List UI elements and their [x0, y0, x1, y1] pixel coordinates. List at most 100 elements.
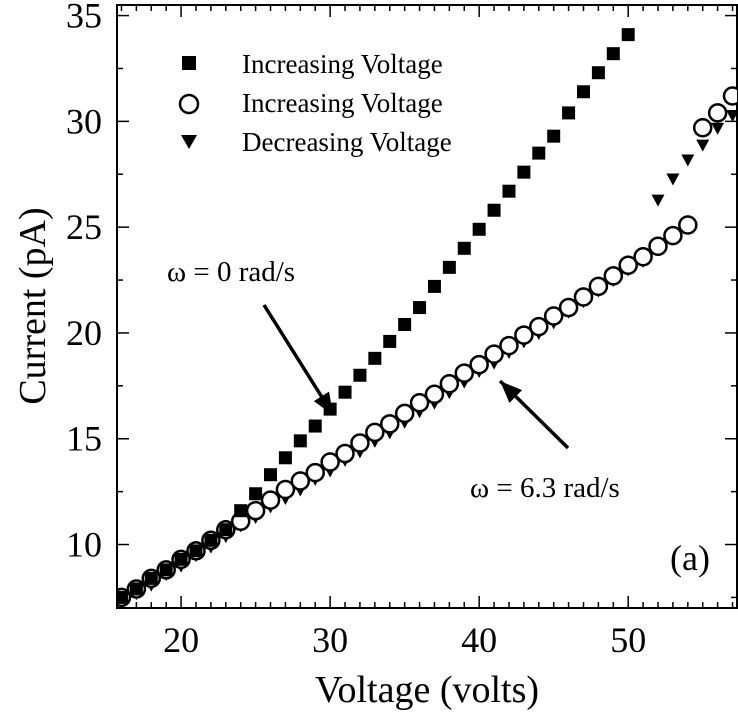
- point-square: [517, 165, 531, 179]
- point-circle: [722, 86, 737, 106]
- point-circle: [558, 297, 579, 318]
- point-square: [606, 47, 620, 61]
- y-tick-label: 35: [66, 0, 102, 36]
- x-tick-label: 50: [610, 620, 646, 660]
- point-square: [278, 451, 292, 465]
- arrow-head: [313, 391, 334, 415]
- point-square: [129, 582, 143, 596]
- legend-marker-square: [182, 56, 196, 70]
- point-square: [159, 563, 173, 577]
- y-tick-label: 15: [66, 419, 102, 459]
- point-square: [219, 523, 233, 537]
- point-circle: [260, 490, 281, 510]
- point-circle: [394, 403, 415, 424]
- point-circle: [633, 247, 653, 267]
- point-circle: [245, 500, 266, 521]
- point-triangle: [651, 194, 665, 207]
- point-circle: [618, 255, 638, 275]
- legend-label-3: Decreasing Voltage: [242, 127, 452, 157]
- point-square: [472, 222, 486, 236]
- point-circle: [469, 354, 489, 375]
- y-tick-label: 10: [66, 525, 102, 565]
- point-square: [591, 66, 605, 80]
- point-circle: [454, 363, 475, 383]
- point-triangle: [711, 122, 725, 135]
- point-circle: [379, 414, 400, 434]
- x-tick-label: 30: [312, 620, 348, 660]
- y-tick-label: 20: [66, 313, 102, 353]
- x-tick-label: 40: [461, 620, 497, 660]
- x-axis-label: Voltage (volts): [315, 669, 539, 711]
- point-circle: [573, 287, 594, 307]
- point-square: [293, 434, 307, 448]
- x-tick-label: 20: [163, 620, 199, 660]
- point-circle: [588, 276, 609, 297]
- point-square: [308, 419, 322, 433]
- point-circle: [484, 344, 504, 364]
- arrow-head: [500, 381, 523, 403]
- legend-label-1: Increasing Voltage: [242, 49, 443, 79]
- point-circle: [424, 384, 445, 405]
- point-triangle: [666, 173, 680, 186]
- point-square: [353, 368, 367, 382]
- point-circle: [320, 452, 340, 472]
- axis-ticks: [117, 5, 737, 608]
- point-square: [189, 544, 203, 558]
- point-square: [413, 301, 427, 315]
- point-square: [264, 468, 278, 482]
- point-circle: [439, 373, 460, 394]
- point-circle: [409, 393, 430, 413]
- point-square: [562, 106, 576, 120]
- point-circle: [335, 443, 355, 464]
- y-tick-label: 30: [66, 101, 102, 141]
- point-circle: [648, 236, 668, 256]
- point-circle: [707, 103, 728, 123]
- point-square: [427, 279, 441, 293]
- point-square: [338, 385, 352, 399]
- y-tick-label: 25: [66, 207, 102, 247]
- point-square: [144, 571, 158, 585]
- point-square: [383, 334, 397, 348]
- y-axis-label: Current (pA): [12, 207, 54, 404]
- point-triangle: [726, 110, 737, 123]
- annotation-arrows: [262, 304, 570, 450]
- point-circle: [275, 479, 296, 500]
- point-square: [249, 487, 263, 501]
- point-circle: [365, 422, 385, 443]
- point-square: [457, 241, 471, 255]
- point-circle: [514, 325, 534, 345]
- point-triangle: [696, 139, 710, 152]
- point-square: [117, 590, 128, 604]
- point-circle: [529, 316, 549, 337]
- point-circle: [543, 306, 564, 326]
- point-circle: [678, 215, 698, 235]
- point-square: [487, 203, 501, 217]
- point-square: [532, 146, 546, 160]
- point-square: [204, 533, 218, 547]
- point-circle: [499, 335, 519, 356]
- point-square: [547, 129, 561, 143]
- point-circle: [603, 266, 624, 286]
- legend-marker-circle: [178, 93, 200, 115]
- point-square: [442, 260, 456, 274]
- point-square: [576, 85, 590, 99]
- point-circle: [305, 462, 325, 483]
- panel-label: (a): [670, 538, 710, 578]
- point-square: [502, 184, 516, 198]
- point-square: [368, 351, 382, 365]
- point-circle: [290, 471, 311, 491]
- point-circle: [692, 117, 713, 138]
- point-square: [398, 317, 412, 331]
- point-square: [621, 28, 635, 42]
- point-circle: [350, 433, 370, 453]
- point-square: [234, 504, 248, 518]
- point-triangle: [681, 154, 695, 167]
- point-square: [174, 552, 188, 566]
- data-marks: [117, 28, 737, 608]
- legend: Increasing Voltage Increasing Voltage De…: [178, 49, 452, 157]
- legend-marker-triangle: [181, 135, 197, 149]
- annotation-omega-0: ω = 0 rad/s: [167, 256, 295, 288]
- tick-labels: 20 30 40 50 10 15 20 25 30 35: [66, 0, 646, 660]
- annotation-omega-6-3: ω = 6.3 rad/s: [470, 472, 620, 504]
